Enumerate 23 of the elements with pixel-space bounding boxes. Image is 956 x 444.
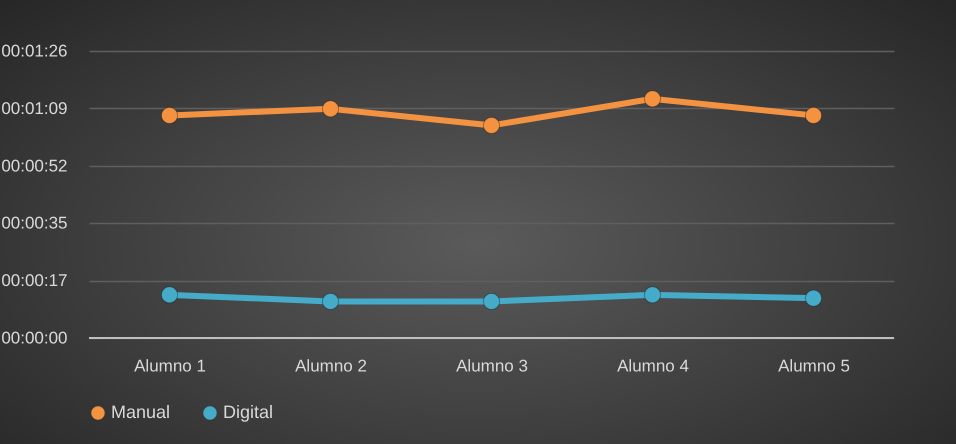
- y-tick-label: 00:00:52: [1, 156, 68, 176]
- legend-label: Digital: [223, 402, 274, 422]
- y-tick-label: 00:00:00: [1, 328, 68, 348]
- y-tick-label: 00:00:17: [1, 271, 68, 290]
- y-tick-label: 00:01:26: [1, 42, 68, 60]
- x-tick-label: Alumno 5: [778, 356, 850, 376]
- point: [160, 106, 178, 124]
- point: [644, 90, 662, 108]
- legend-label: Manual: [111, 402, 170, 422]
- x-tick-label: Alumno 3: [456, 356, 528, 376]
- y-tick-label: 00:01:09: [1, 98, 68, 118]
- point: [804, 290, 822, 307]
- point: [644, 286, 662, 304]
- point: [160, 286, 178, 304]
- x-tick-label: Alumno 4: [617, 356, 689, 376]
- point: [322, 292, 340, 310]
- y-tick-label: 00:00:35: [1, 214, 68, 233]
- point: [322, 100, 340, 118]
- x-tick-label: Alumno 2: [295, 356, 367, 376]
- point: [804, 106, 822, 124]
- point: [482, 116, 500, 134]
- point: [482, 292, 500, 310]
- x-tick-label: Alumno 1: [134, 356, 206, 376]
